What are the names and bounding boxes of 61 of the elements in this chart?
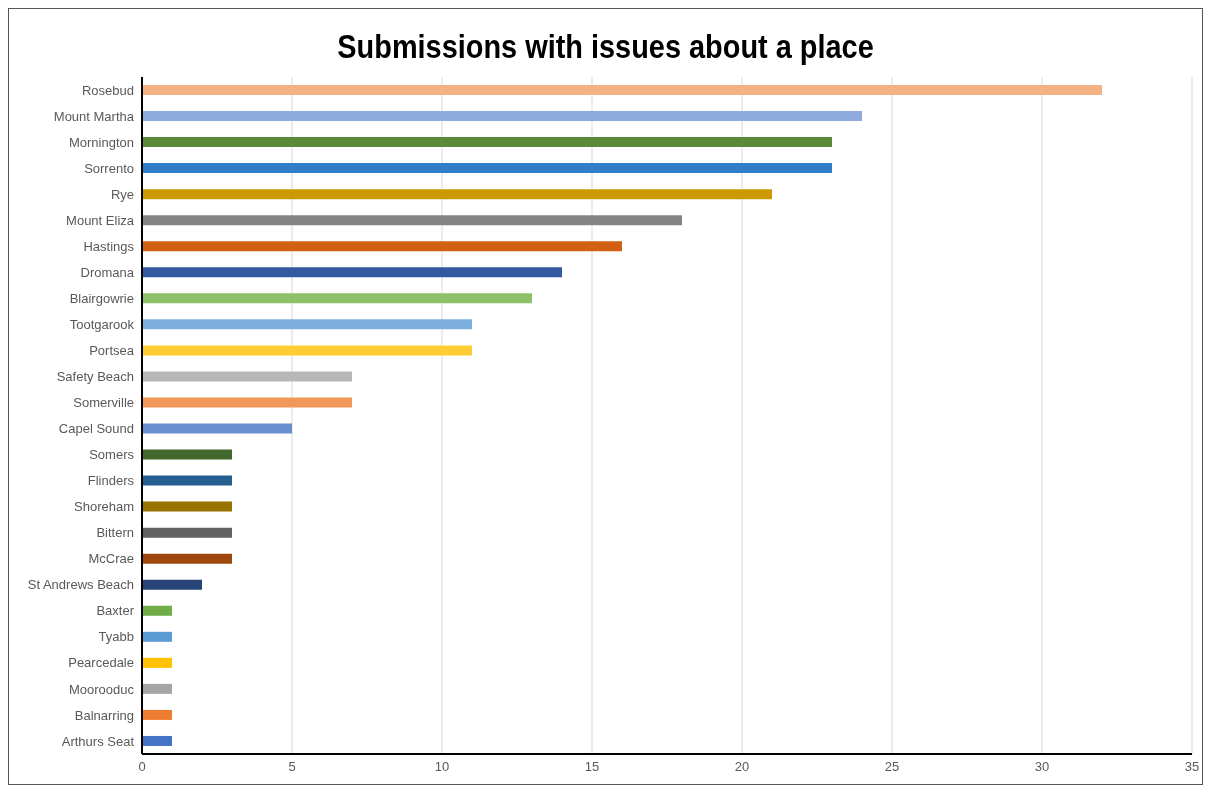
y-tick-label: St Andrews Beach [27,577,134,593]
bar [142,85,1102,95]
bar [142,657,172,668]
bar [142,111,862,122]
y-tick-label: Baxter [96,603,135,619]
bar [142,631,172,642]
bar [142,371,352,382]
x-tick-label: 10 [434,759,450,775]
y-tick-label: Mount Martha [53,108,135,124]
chart-title: Submissions with issues about a place [336,27,875,67]
y-tick-label: Flinders [87,473,135,489]
bar [142,683,172,694]
bar [142,267,562,278]
bar [142,319,472,330]
bar [142,137,832,148]
x-tick-label: 5 [288,759,296,775]
y-tick-label: Tyabb [98,629,134,645]
x-tick-label: 25 [884,759,900,775]
bar [142,475,232,486]
x-tick-label: 20 [734,759,750,775]
y-tick-label: Balnarring [74,707,134,723]
bar [142,293,532,304]
bar [142,709,172,720]
x-tick-label: 35 [1184,759,1200,775]
x-tick-label: 0 [138,759,146,775]
y-tick-label: Mount Eliza [66,212,135,228]
y-tick-label: Rosebud [81,82,134,98]
bar [142,345,472,356]
bar [142,423,292,434]
bar [142,605,172,616]
bar [142,449,232,460]
y-tick-label: Rye [110,186,134,202]
bar [142,189,772,200]
x-tick-label: 15 [584,759,600,775]
y-tick-label: Moorooduc [68,681,135,697]
y-tick-label: Blairgowrie [69,290,134,306]
bar [142,527,232,538]
y-tick-label: Tootgarook [69,316,135,332]
y-tick-label: Arthurs Seat [61,733,135,749]
bar [142,215,682,226]
bar [142,397,352,408]
y-tick-label: Safety Beach [56,369,134,385]
y-tick-label: Sorrento [84,160,134,176]
y-tick-label: Pearcedale [68,655,134,671]
bar [142,735,172,746]
y-tick-label: Hastings [83,238,135,254]
bar [142,579,202,590]
y-tick-label: Capel Sound [58,421,134,437]
y-tick-label: Somers [89,447,135,463]
bar [142,501,232,512]
x-tick-label: 30 [1034,759,1050,775]
y-tick-label: Portsea [89,343,135,359]
y-tick-label: McCrae [88,551,134,567]
y-tick-label: Bittern [96,525,134,541]
y-tick-label: Somerville [73,395,134,411]
bar [142,163,832,174]
y-tick-label: Dromana [80,264,135,280]
bar [142,241,622,252]
y-tick-label: Mornington [68,134,134,150]
bar [142,553,232,564]
y-tick-label: Shoreham [74,499,134,515]
